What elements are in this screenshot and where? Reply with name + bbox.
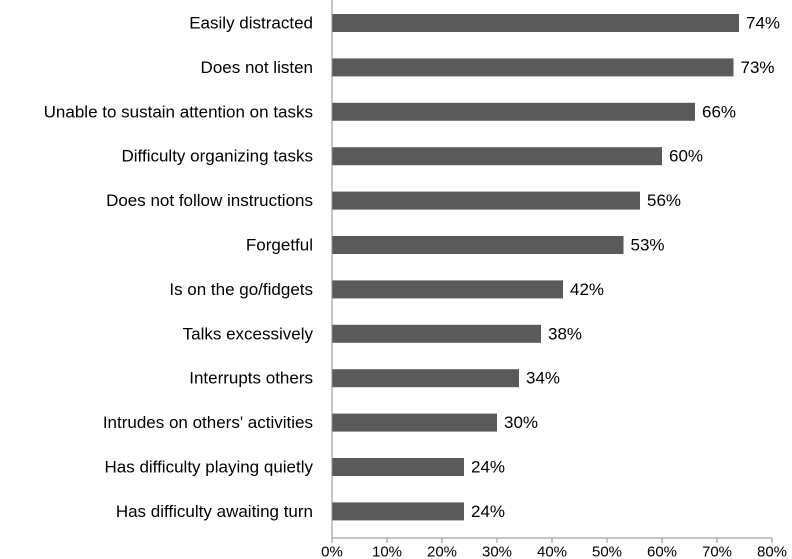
bar-intrudes-on-others-activities: [332, 413, 497, 432]
bar-forgetful: [332, 236, 624, 254]
value-labels-group: 74% 73% 66% 60% 56% 53% 42% 38% 34% 30% 24% 24%: [471, 14, 780, 521]
x-tick-label-80: 80%: [757, 544, 787, 559]
category-label-difficulty-organizing-tasks: Difficulty organizing tasks: [122, 147, 314, 166]
x-tick-label-50: 50%: [592, 544, 622, 559]
x-tick-label-30: 30%: [482, 544, 512, 559]
category-label-has-difficulty-playing-quietly: Has difficulty playing quietly: [104, 458, 313, 477]
bar-interrupts-others: [332, 369, 519, 388]
category-label-interrupts-others: Interrupts others: [189, 369, 313, 388]
category-label-unable-to-sustain-attention-on-tasks: Unable to sustain attention on tasks: [44, 102, 313, 121]
value-label-interrupts-others: 34%: [526, 369, 560, 388]
value-label-talks-excessively: 38%: [548, 324, 582, 343]
category-label-easily-distracted: Easily distracted: [189, 14, 313, 33]
bar-difficulty-organizing-tasks: [332, 147, 662, 166]
value-label-does-not-follow-instructions: 56%: [647, 191, 681, 210]
bar-talks-excessively: [332, 324, 541, 343]
category-label-intrudes-on-others-activities: Intrudes on others' activities: [103, 413, 313, 432]
value-label-does-not-listen: 73%: [741, 58, 775, 77]
x-ticks-group: 0% 10% 20% 30% 40% 50% 60% 70% 80%: [321, 538, 787, 559]
bar-easily-distracted: [332, 14, 739, 32]
category-label-talks-excessively: Talks excessively: [183, 324, 314, 343]
x-tick-label-40: 40%: [537, 544, 567, 559]
bar-does-not-follow-instructions: [332, 191, 640, 210]
category-label-does-not-follow-instructions: Does not follow instructions: [106, 191, 313, 210]
value-label-intrudes-on-others-activities: 30%: [504, 413, 538, 432]
x-tick-label-70: 70%: [702, 544, 732, 559]
bar-has-difficulty-awaiting-turn: [332, 502, 464, 521]
x-tick-label-20: 20%: [427, 544, 457, 559]
bar-does-not-listen: [332, 58, 734, 77]
value-label-is-on-the-go-fidgets: 42%: [570, 280, 604, 299]
category-labels-group: Easily distracted Does not listen Unable t…: [44, 14, 314, 521]
bars-group: [332, 14, 739, 521]
x-tick-label-60: 60%: [647, 544, 677, 559]
value-label-has-difficulty-awaiting-turn: 24%: [471, 502, 505, 521]
value-label-has-difficulty-playing-quietly: 24%: [471, 458, 505, 477]
x-tick-label-10: 10%: [372, 544, 402, 559]
x-tick-label-0: 0%: [321, 544, 343, 559]
category-label-does-not-listen: Does not listen: [201, 58, 313, 77]
bar-is-on-the-go-fidgets: [332, 280, 563, 299]
category-label-is-on-the-go-fidgets: Is on the go/fidgets: [169, 280, 313, 299]
value-label-unable-to-sustain-attention-on-tasks: 66%: [702, 102, 736, 121]
value-label-difficulty-organizing-tasks: 60%: [669, 147, 703, 166]
category-label-forgetful: Forgetful: [246, 236, 313, 255]
value-label-forgetful: 53%: [631, 236, 665, 255]
bar-unable-to-sustain-attention-on-tasks: [332, 102, 695, 121]
category-label-has-difficulty-awaiting-turn: Has difficulty awaiting turn: [116, 502, 313, 521]
bar-has-difficulty-playing-quietly: [332, 458, 464, 476]
value-label-easily-distracted: 74%: [746, 14, 780, 33]
